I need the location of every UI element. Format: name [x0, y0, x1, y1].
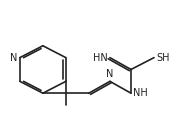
Text: HN: HN — [93, 53, 108, 63]
Text: SH: SH — [156, 53, 170, 63]
Text: N: N — [10, 53, 17, 63]
Text: N: N — [106, 69, 114, 79]
Text: NH: NH — [133, 88, 148, 98]
